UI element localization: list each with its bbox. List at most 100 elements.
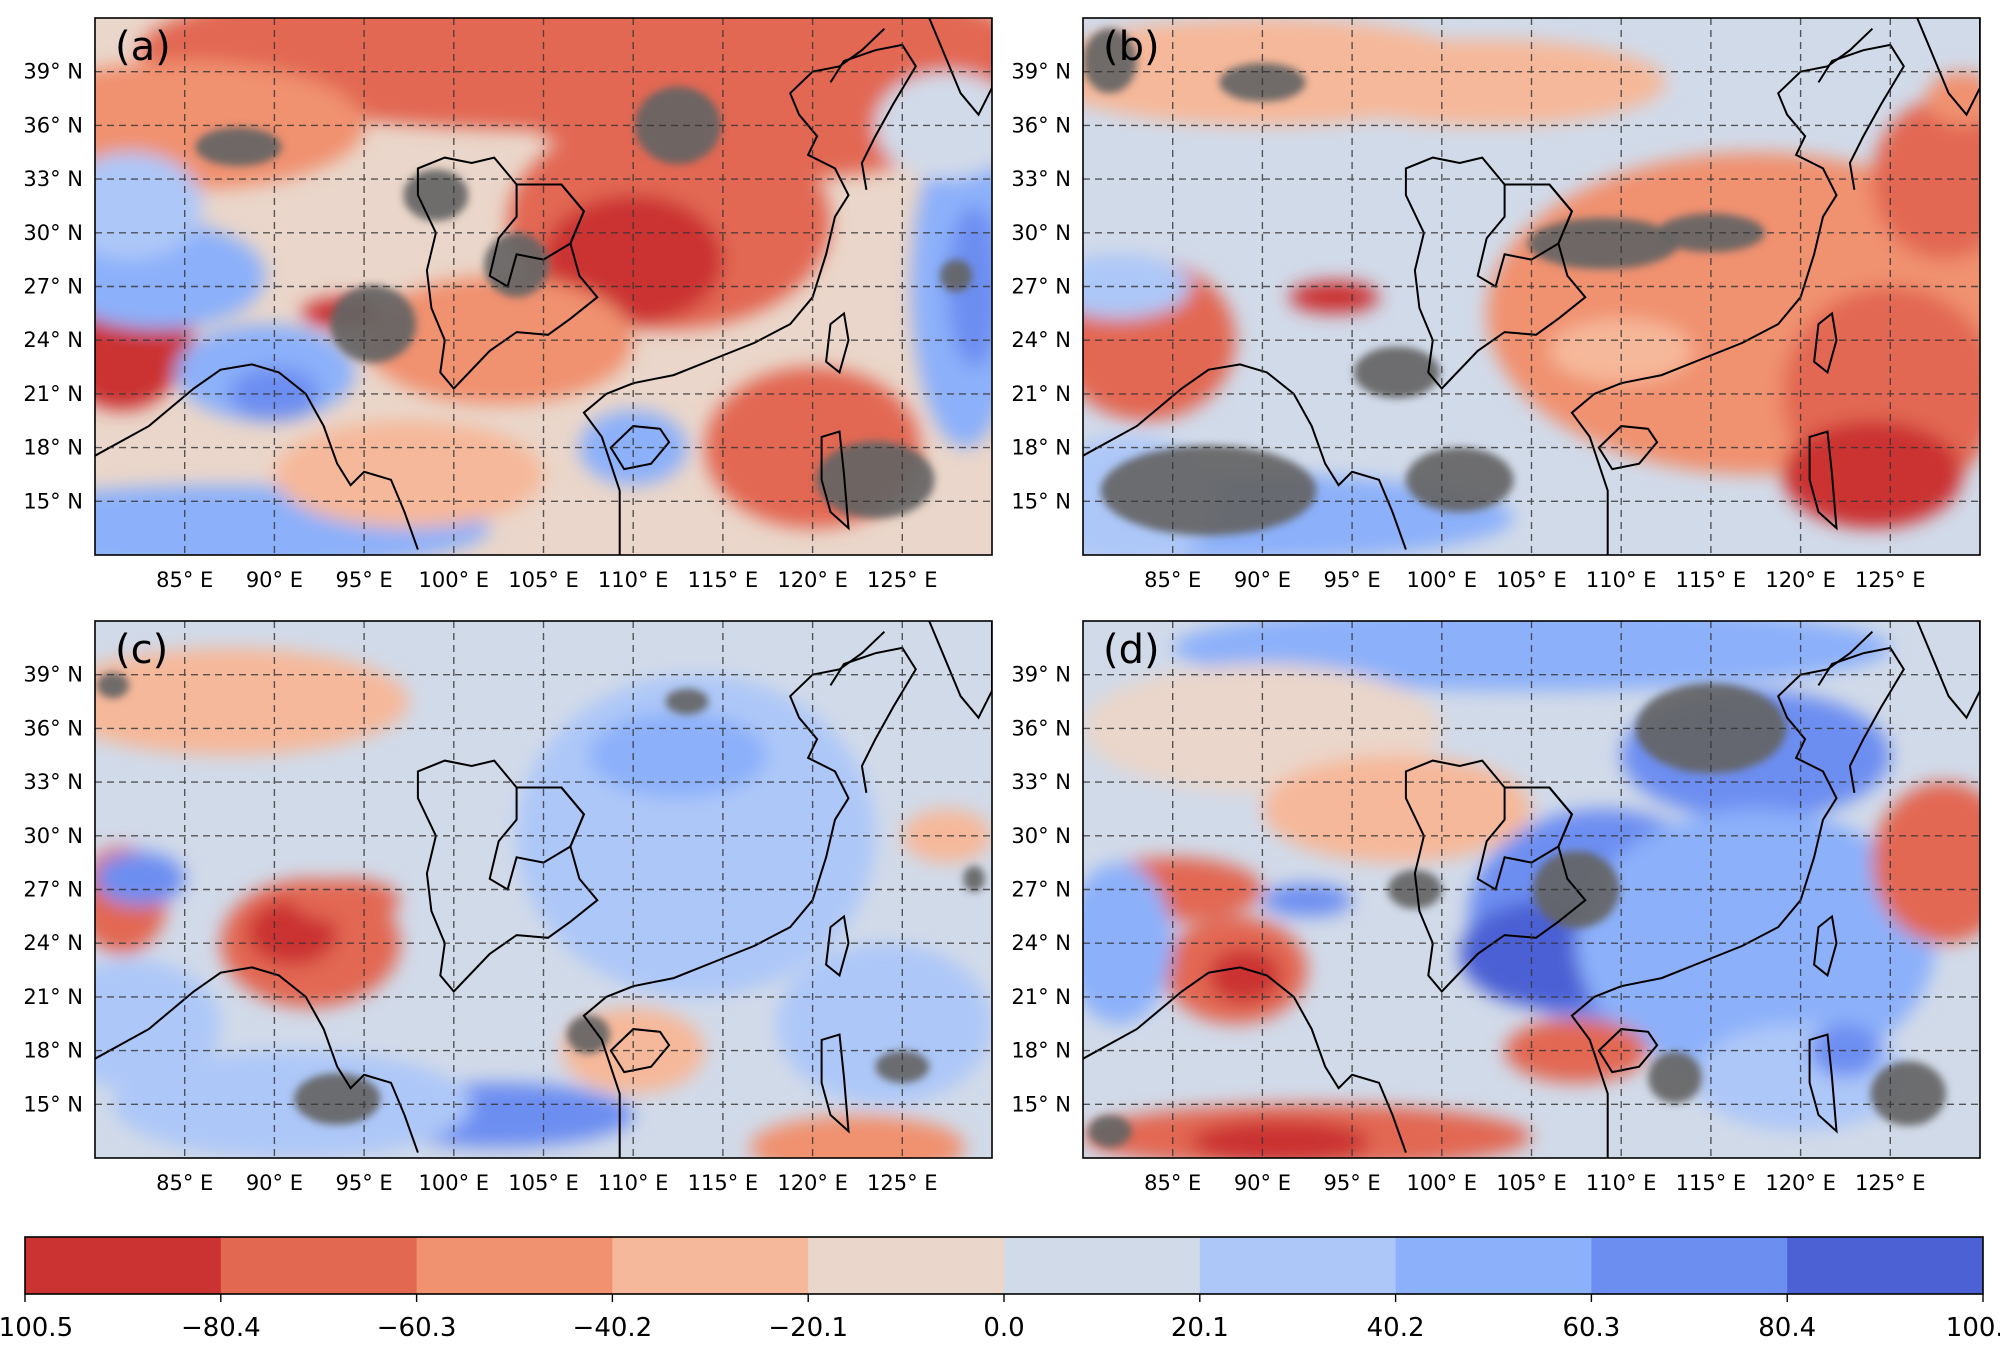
lat-tick-label: 30° N (1011, 221, 1071, 245)
significance-stipple (566, 1015, 610, 1054)
panel-frame (94, 620, 993, 1159)
lat-tick-label: 33° N (23, 770, 83, 794)
lon-tick-label: 110° E (1586, 1171, 1657, 1195)
field-anomaly (1083, 862, 1173, 1024)
lat-tick-label: 36° N (1011, 716, 1071, 740)
field-anomaly (292, 878, 400, 922)
colorbar-segment (1199, 1237, 1397, 1294)
significance-stipple (403, 169, 469, 221)
colorbar-tick-label: −80.4 (181, 1313, 261, 1343)
field-anomaly (1208, 948, 1281, 1003)
lat-tick-label: 33° N (1011, 167, 1071, 191)
lon-tick-label: 105° E (1496, 1171, 1567, 1195)
lon-tick-label: 115° E (688, 1171, 759, 1195)
field-anomaly (1549, 318, 1693, 384)
region-border (1476, 183, 1574, 289)
lat-tick-label: 21° N (1011, 382, 1071, 406)
region-border (1476, 786, 1574, 892)
coastline (829, 646, 917, 793)
lat-tick-label: 18° N (23, 1039, 83, 1063)
significance-stipple (195, 127, 282, 167)
colorbar-tick-label: 100.5 (1946, 1313, 2000, 1343)
coastline (95, 363, 419, 550)
region-border (1813, 311, 1838, 375)
significance-stipple (1870, 1061, 1946, 1126)
field-anomaly (274, 420, 544, 529)
field-anomaly (1926, 71, 1980, 126)
region-border (416, 759, 599, 993)
lon-tick-label: 95° E (336, 1171, 393, 1195)
lat-tick-label: 24° N (23, 328, 83, 352)
lon-tick-label: 120° E (1765, 568, 1836, 592)
field-anomaly (95, 851, 185, 906)
lon-tick-label: 125° E (1855, 1171, 1926, 1195)
colorbar-tick-label: −100.5 (0, 1313, 73, 1343)
colorbar-tick-label: 60.3 (1562, 1313, 1620, 1343)
lon-tick-label: 120° E (777, 1171, 848, 1195)
coastline (582, 27, 886, 555)
significance-stipple (963, 865, 985, 892)
field-anomaly (579, 410, 688, 486)
colorbar-segment (416, 1237, 613, 1294)
field-d (1083, 621, 1980, 1158)
gridlines (95, 18, 992, 555)
colorbar-segment (612, 1237, 809, 1294)
lat-tick-label: 21° N (1011, 985, 1071, 1009)
field-anomaly (1289, 281, 1380, 314)
coastline (1817, 43, 1905, 190)
colorbar-tick-label: −60.3 (377, 1313, 457, 1343)
lon-tick-label: 100° E (419, 1171, 490, 1195)
colorbar-segment (1395, 1237, 1592, 1294)
panel-frame (1082, 17, 1981, 556)
lat-tick-label: 15° N (23, 489, 83, 513)
lat-tick-label: 21° N (23, 985, 83, 1009)
significance-stipple (330, 285, 417, 363)
lat-tick-label: 15° N (1011, 1092, 1071, 1116)
significance-stipple (1648, 1051, 1702, 1104)
lat-tick-label: 15° N (23, 1092, 83, 1116)
lat-tick-label: 24° N (1011, 328, 1071, 352)
panel-c: (c) 85° E 90° E 95° E 100° E 105° E 110° E 115°… (23, 620, 993, 1195)
lon-tick-label: 95° E (1324, 568, 1381, 592)
field-anomaly (95, 959, 221, 1089)
colorbar-tick-label: −20.1 (768, 1313, 848, 1343)
panel-frame (1082, 620, 1981, 1159)
region-border (825, 311, 850, 375)
gridlines (95, 621, 992, 1158)
colorbar-tick-label: 80.4 (1758, 1313, 1816, 1343)
significance-stipple (1100, 445, 1317, 536)
field-b (1083, 18, 1980, 555)
colorbar-segment (1591, 1237, 1788, 1294)
significance-stipple (1527, 217, 1679, 270)
panel-label: (d) (1103, 627, 1160, 673)
field-anomaly (588, 712, 768, 799)
region-border (1404, 759, 1587, 993)
field-c (95, 621, 992, 1158)
significance-stipple (634, 86, 722, 165)
colorbar-tick-label: −40.2 (573, 1313, 653, 1343)
lon-tick-label: 125° E (867, 1171, 938, 1195)
colorbar: −100.5 −80.4 −60.3 −40.2 −20.1 0.0 20.1 40.2 60.… (0, 1236, 2000, 1343)
lon-tick-label: 85° E (1144, 1171, 1201, 1195)
significance-stipple (939, 259, 973, 292)
lat-tick-label: 24° N (23, 931, 83, 955)
lon-tick-label: 90° E (246, 568, 303, 592)
coastlines (1083, 18, 1980, 555)
lon-tick-label: 115° E (1676, 568, 1747, 592)
coastline (928, 18, 992, 117)
lon-tick-label: 105° E (508, 568, 579, 592)
field-anomaly (947, 205, 992, 368)
lon-tick-label: 105° E (1496, 568, 1567, 592)
field-anomaly (1307, 39, 1667, 126)
lon-tick-label: 125° E (1855, 568, 1926, 592)
coastline (1570, 27, 1874, 555)
field-anomaly (749, 1115, 966, 1158)
coastlines (95, 18, 992, 555)
lat-tick-label: 18° N (1011, 436, 1071, 460)
lat-tick-label: 39° N (23, 663, 83, 687)
panel-d: (d) 85° E 90° E 95° E 100° E 105° E 110° E 115°… (1011, 620, 1981, 1195)
region-border (820, 430, 850, 531)
lon-tick-label: 115° E (688, 568, 759, 592)
lat-tick-label: 21° N (23, 382, 83, 406)
